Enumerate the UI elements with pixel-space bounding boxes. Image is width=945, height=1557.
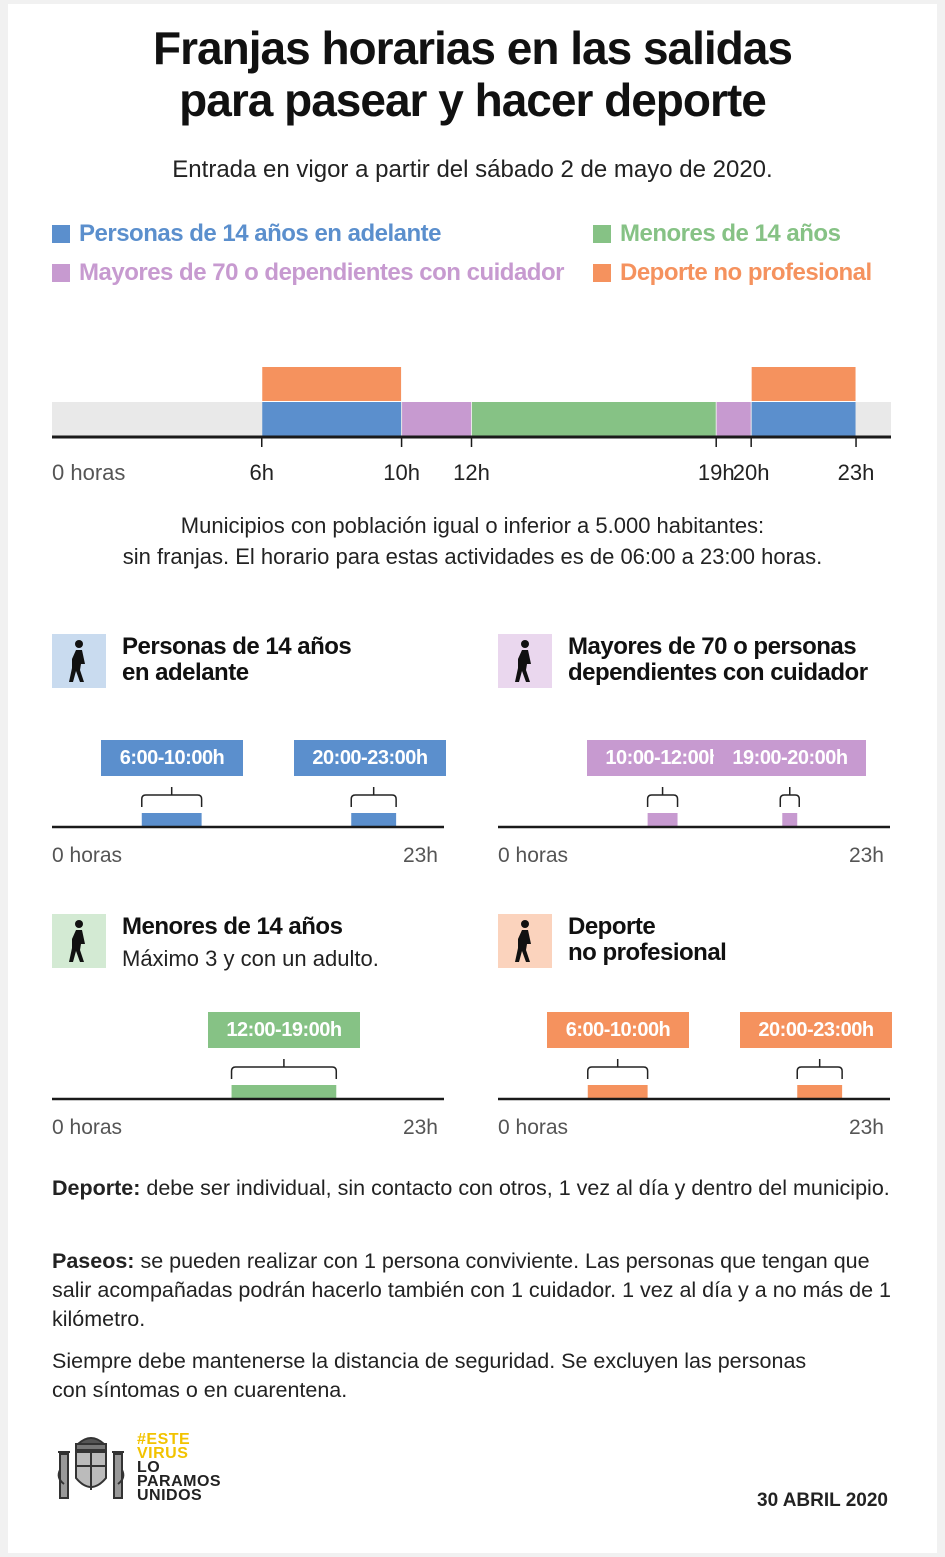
tick-label-23h: 23h xyxy=(838,460,875,485)
campaign-line-4: PARAMOS xyxy=(137,1473,222,1490)
panel-4-title-line-2: no profesional xyxy=(568,939,727,966)
page-title-line-1: Franjas horarias en las salidas xyxy=(153,22,793,74)
legend-swatch-blue xyxy=(52,225,70,243)
safety-paragraph: Siempre debe mantenerse la distancia de … xyxy=(52,1347,812,1405)
panel-3-bar-1 xyxy=(231,1085,337,1099)
timeline-bar-1-1 xyxy=(262,402,402,436)
legend-item-blue: Personas de 14 años en adelante xyxy=(52,220,442,248)
panel-4-bar-1 xyxy=(587,1085,648,1099)
panel-3-title-line-1: Menores de 14 años xyxy=(122,913,343,940)
panel-4-axis-end: 23h xyxy=(849,1116,884,1139)
sport-rules-label: Deporte: xyxy=(52,1176,141,1200)
tick-label-20h: 20h xyxy=(733,460,770,485)
panel-2-bracket-2 xyxy=(779,787,800,807)
infographic-page xyxy=(8,4,937,1553)
panel-2-axis-end: 23h xyxy=(849,844,884,867)
tick-label-6h: 6h xyxy=(250,460,274,485)
panel-4-bar-2 xyxy=(797,1085,843,1099)
panel-2-slot-badge-1: 10:00-12:00h xyxy=(587,740,739,776)
panel-2-slot-badge-2: 19:00-20:00h xyxy=(714,740,866,776)
safety-text: Siempre debe mantenerse la distancia de … xyxy=(52,1349,807,1402)
timeline-bar-3-1 xyxy=(472,402,716,436)
tick-label-10h: 10h xyxy=(383,460,420,485)
panel-1-title-line-1: Personas de 14 años xyxy=(122,633,352,660)
walking-person-icon xyxy=(52,634,106,688)
legend-item-purple: Mayores de 70 o dependientes con cuidado… xyxy=(52,259,564,287)
panel-1-bracket-1 xyxy=(141,787,203,807)
timeline-bar-4-1 xyxy=(262,367,402,401)
running-person-icon-glyph xyxy=(515,920,531,962)
panel-4-axis-start: 0 horas xyxy=(498,1116,568,1139)
timeline-bar-2-2 xyxy=(716,402,751,436)
panel-3-slot-badge-1: 12:00-19:00h xyxy=(208,1012,360,1048)
page-title-line-2: para pasear y hacer deporte xyxy=(179,74,767,126)
timeline-track xyxy=(52,402,891,436)
panel-2-title-line-2: dependientes con cuidador xyxy=(568,659,868,686)
panel-4-bracket-1 xyxy=(587,1059,649,1079)
small-municipality-note-line-2: sin franjas. El horario para estas activ… xyxy=(122,544,823,569)
panel-4-timeline: 0 horas 23h xyxy=(498,1059,890,1139)
panel-2-axis-start: 0 horas xyxy=(498,844,568,867)
sport-rules-paragraph: Deporte: debe ser individual, sin contac… xyxy=(52,1174,902,1203)
panel-1-bar-1 xyxy=(141,813,202,827)
panel-4-bracket-2 xyxy=(796,1059,843,1079)
panel-1-axis-end: 23h xyxy=(403,844,438,867)
panel-3-subtitle: Máximo 3 y con un adulto. xyxy=(122,946,379,971)
campaign-line-3: LO xyxy=(137,1459,161,1476)
legend-item-orange: Deporte no profesional xyxy=(593,259,872,287)
sport-rules-text: debe ser individual, sin contacto con ot… xyxy=(140,1176,890,1200)
panel-1-bar-2 xyxy=(351,813,397,827)
panel-1-slot-badge-1: 6:00-10:00h xyxy=(101,740,243,776)
spanish-government-coat-of-arms-icon xyxy=(57,1437,125,1499)
panel-1-axis-start: 0 horas xyxy=(52,844,122,867)
publication-date: 30 ABRIL 2020 xyxy=(757,1490,888,1511)
panel-4-slot-badge-2: 20:00-23:00h xyxy=(740,1012,892,1048)
tick-label-12h: 12h xyxy=(453,460,490,485)
legend-swatch-orange xyxy=(593,264,611,282)
panel-3-timeline: 0 horas 23h xyxy=(52,1059,444,1139)
timeline-bar-2-1 xyxy=(402,402,471,436)
campaign-line-2: VIRUS xyxy=(137,1445,189,1462)
legend-label-blue: Personas de 14 años en adelante xyxy=(79,220,442,247)
page-subtitle: Entrada en vigor a partir del sábado 2 d… xyxy=(172,156,773,183)
panel-4-title-line-1: Deporte xyxy=(568,913,656,940)
panel-3-axis-start: 0 horas xyxy=(52,1116,122,1139)
legend-label-purple: Mayores de 70 o dependientes con cuidado… xyxy=(79,259,564,286)
panel-1-title-line-2: en adelante xyxy=(122,659,249,686)
tick-label-19h: 19h xyxy=(698,460,735,485)
panel-2-title-line-1: Mayores de 70 o personas xyxy=(568,633,857,660)
small-municipality-note-line-1: Municipios con población igual o inferio… xyxy=(180,513,765,538)
timeline-bar-1-2 xyxy=(751,402,856,436)
child-on-scooter-icon-glyph xyxy=(69,920,85,962)
campaign-line-1: #ESTE xyxy=(137,1431,191,1448)
legend-item-green: Menores de 14 años xyxy=(593,220,841,248)
panel-3-bracket-1 xyxy=(230,1059,338,1079)
panel-1-timeline: 0 horas 23h xyxy=(52,787,444,867)
elderly-with-cane-icon-glyph xyxy=(515,640,531,682)
elderly-with-cane-icon xyxy=(498,634,552,688)
campaign-line-5: UNIDOS xyxy=(137,1487,203,1504)
panel-1-bracket-2 xyxy=(350,787,397,807)
legend-swatch-green xyxy=(593,225,611,243)
panel-1-slot-badge-2: 20:00-23:00h xyxy=(294,740,446,776)
walk-rules-text: se pueden realizar con 1 persona convivi… xyxy=(52,1249,892,1331)
panel-4-slot-badge-1: 6:00-10:00h xyxy=(547,1012,689,1048)
campaign-slogan: #ESTE VIRUS LO PARAMOS UNIDOS xyxy=(137,1431,222,1504)
legend-label-green: Menores de 14 años xyxy=(620,220,841,247)
axis-start-label: 0 horas xyxy=(52,460,125,485)
walk-rules-label: Paseos: xyxy=(52,1249,135,1273)
child-on-scooter-icon xyxy=(52,914,106,968)
panel-2-timeline: 0 horas 23h xyxy=(498,787,890,867)
legend-swatch-purple xyxy=(52,264,70,282)
walking-person-icon-glyph xyxy=(69,640,85,682)
panel-2-bracket-1 xyxy=(646,787,679,807)
panel-3-axis-end: 23h xyxy=(403,1116,438,1139)
timeline-bar-4-2 xyxy=(751,367,856,401)
running-person-icon xyxy=(498,914,552,968)
walk-rules-paragraph: Paseos: se pueden realizar con 1 persona… xyxy=(52,1247,902,1334)
panel-2-bar-1 xyxy=(647,813,678,827)
panel-2-bar-2 xyxy=(782,813,798,827)
legend-label-orange: Deporte no profesional xyxy=(620,259,872,286)
